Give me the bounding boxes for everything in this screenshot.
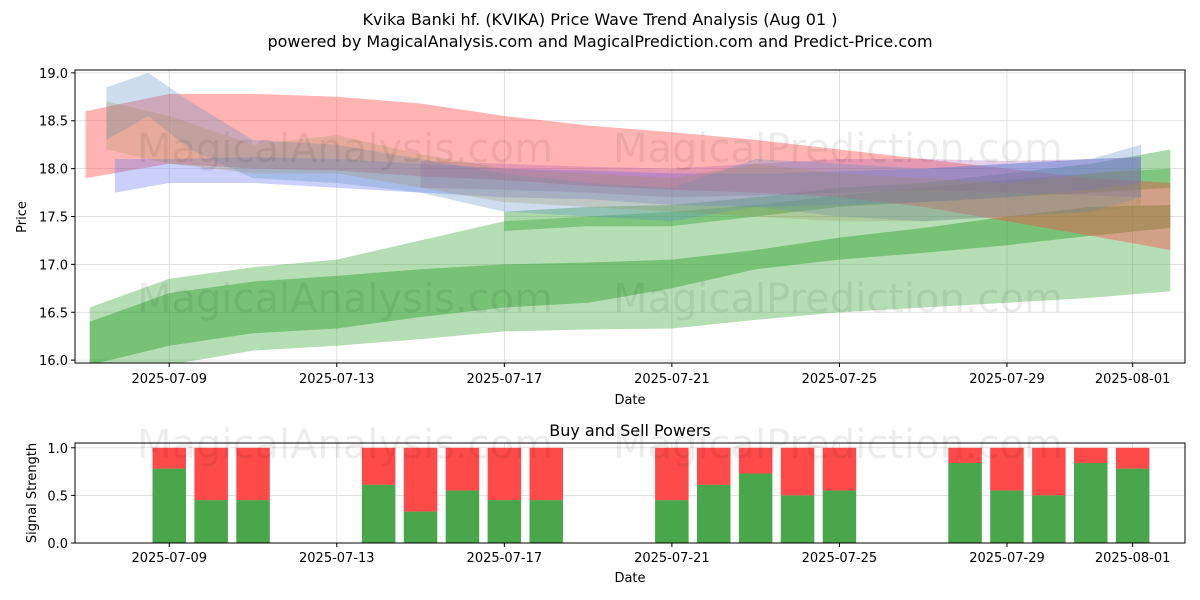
buy-power-bar [152, 468, 186, 543]
price-x-tick-label: 2025-07-25 [802, 372, 878, 387]
buy-sell-x-tick-label: 2025-07-09 [131, 551, 207, 566]
buy-sell-x-tick-label: 2025-07-21 [634, 551, 710, 566]
buy-sell-axes-frame [74, 442, 1186, 544]
sell-power-bar [697, 447, 731, 485]
buy-sell-x-ticks: 2025-07-09 2025-07-13 2025-07-17 2025-07-21… [131, 543, 1170, 566]
price-y-tick-label: 18.0 [39, 163, 68, 178]
figure-title: Kvika Banki hf. (KVIKA) Price Wave Trend… [363, 10, 838, 29]
price-band-steel-wave [106, 72, 1141, 222]
price-band-purple-band [420, 157, 1142, 198]
buy-sell-title: Buy and Sell Powers [549, 421, 711, 440]
sell-power-bar [194, 447, 228, 501]
buy-power-bar [1115, 468, 1150, 543]
buy-power-bar [990, 490, 1024, 543]
price-x-tick-label: 2025-07-21 [634, 372, 710, 387]
watermark-top-left: MagicalAnalysis.com [137, 126, 553, 172]
buy-power-bar [1074, 463, 1108, 543]
buy-power-bar [403, 511, 438, 543]
buy-power-bar [361, 484, 396, 543]
price-x-label: Date [614, 393, 645, 408]
sell-power-bar [152, 447, 186, 469]
watermark-mid-left: MagicalAnalysis.com [137, 276, 553, 322]
buy-sell-chart: Buy and Sell Powers MagicalAnalysis.com … [25, 421, 1186, 586]
price-x-tick-label: 2025-08-01 [1095, 372, 1171, 387]
sell-power-bar [236, 447, 270, 501]
sell-power-bar [361, 447, 396, 485]
price-y-label: Price [15, 201, 30, 233]
sell-power-bar [948, 447, 982, 463]
price-y-ticks: 16.0 16.5 17.0 17.5 18.0 18.5 19.0 [39, 67, 75, 369]
watermark-bottom-left: MagicalAnalysis.com [137, 422, 553, 468]
sell-power-bar [445, 447, 480, 491]
price-band-green-inner [89, 205, 1171, 363]
buy-sell-bars [152, 447, 1150, 543]
buy-power-bar [738, 473, 773, 543]
sell-power-bar [487, 447, 522, 501]
sell-power-bar [822, 447, 857, 491]
buy-sell-x-label: Date [614, 571, 645, 586]
sell-power-bar [655, 447, 689, 501]
sell-power-bar [529, 447, 563, 501]
buy-sell-y-label: Signal Strength [25, 443, 40, 543]
price-band-olive-wave [106, 101, 1141, 222]
sell-power-bar [990, 447, 1024, 491]
price-y-tick-label: 18.5 [39, 115, 68, 130]
buy-sell-x-tick-label: 2025-07-17 [467, 551, 543, 566]
watermark-mid-right: MagicalPrediction.com [613, 276, 1063, 322]
price-x-tick-label: 2025-07-09 [131, 372, 207, 387]
price-band-blue-band [114, 157, 1141, 207]
price-bands [85, 72, 1171, 363]
buy-sell-y-tick-label: 0.5 [47, 489, 68, 504]
price-x-ticks: 2025-07-09 2025-07-13 2025-07-17 2025-07-21… [131, 363, 1170, 387]
sell-power-bar [1074, 447, 1108, 463]
buy-power-bar [236, 500, 270, 543]
sell-power-bar [1115, 447, 1150, 469]
price-band-green-late [504, 149, 1171, 231]
buy-power-bar [697, 484, 731, 543]
price-x-tick-label: 2025-07-17 [467, 372, 543, 387]
buy-power-bar [948, 463, 982, 543]
figure-subtitle: powered by MagicalAnalysis.com and Magic… [267, 32, 932, 51]
buy-power-bar [780, 495, 815, 543]
price-y-tick-label: 17.0 [39, 258, 68, 273]
sell-power-bar [403, 447, 438, 512]
sell-power-bar [780, 447, 815, 496]
buy-sell-x-tick-label: 2025-07-13 [299, 551, 375, 566]
price-y-tick-label: 16.5 [39, 306, 68, 321]
buy-sell-y-tick-label: 1.0 [47, 442, 68, 457]
buy-power-bar [1032, 495, 1066, 543]
price-band-red-band [85, 93, 1171, 251]
price-wave-chart: MagicalAnalysis.com MagicalPrediction.co… [15, 67, 1186, 408]
price-band-green-outer [89, 168, 1171, 363]
buy-sell-x-tick-label: 2025-07-29 [969, 551, 1045, 566]
price-y-tick-label: 16.0 [39, 354, 68, 369]
buy-power-bar [194, 500, 228, 543]
price-band-layer [85, 72, 1171, 363]
sell-power-bar [738, 447, 773, 474]
price-grid [75, 70, 1185, 363]
watermark-top-right: MagicalPrediction.com [613, 126, 1063, 172]
buy-power-bar [529, 500, 563, 543]
buy-sell-x-tick-label: 2025-07-25 [802, 551, 878, 566]
buy-power-bar [445, 490, 480, 543]
price-y-tick-label: 17.5 [39, 211, 68, 226]
buy-sell-x-tick-label: 2025-08-01 [1095, 551, 1171, 566]
price-x-tick-label: 2025-07-13 [299, 372, 375, 387]
price-y-tick-label: 19.0 [39, 67, 68, 82]
buy-power-bar [822, 490, 857, 543]
buy-sell-y-tick-label: 0.0 [47, 537, 68, 552]
price-x-tick-label: 2025-07-29 [969, 372, 1045, 387]
buy-sell-y-ticks: 0.0 0.5 1.0 [47, 442, 75, 552]
buy-power-bar [487, 500, 522, 543]
buy-power-bar [655, 500, 689, 543]
watermark-bottom-right: MagicalPrediction.com [613, 422, 1063, 468]
sell-power-bar [1032, 447, 1066, 496]
